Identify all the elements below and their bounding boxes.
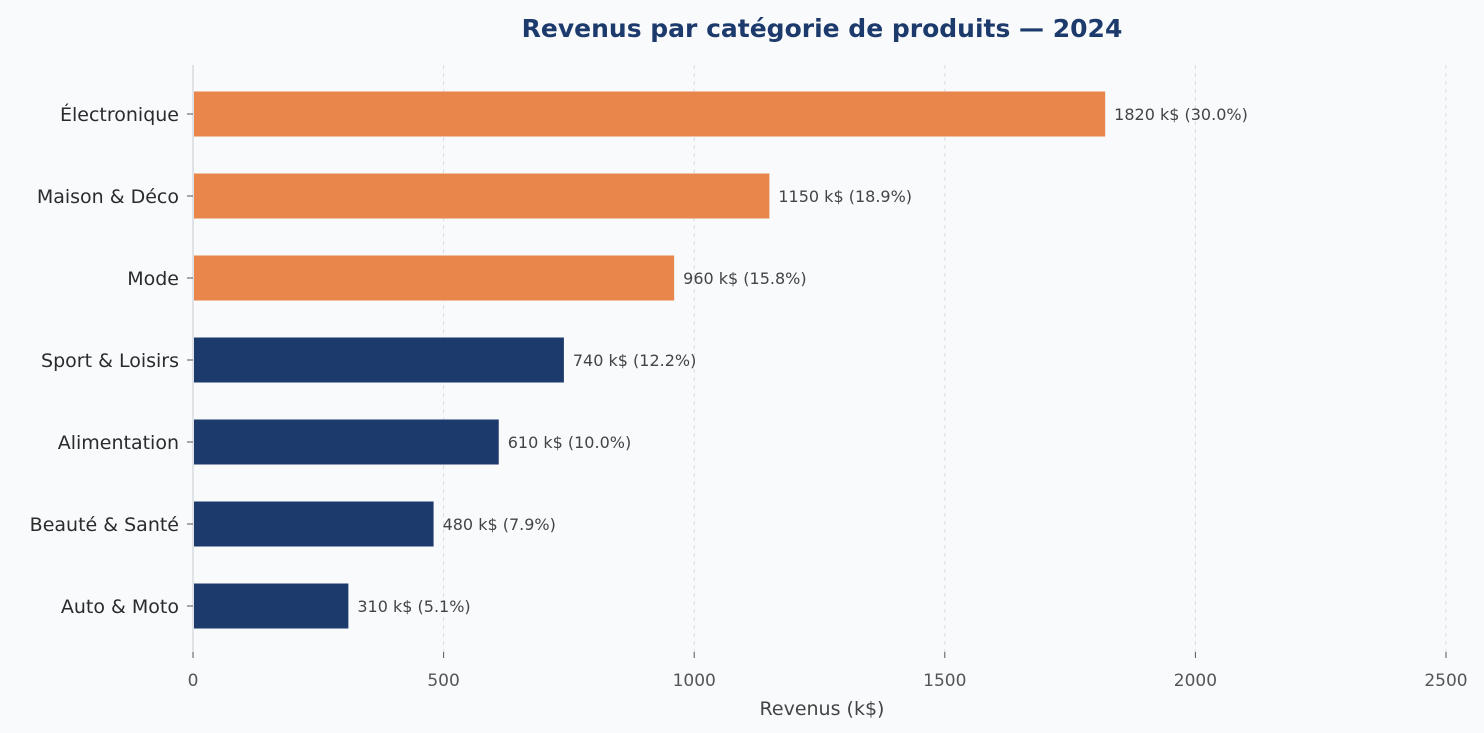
category-label: Auto & Moto <box>61 596 179 618</box>
category-label: Maison & Déco <box>37 186 179 208</box>
data-label: 1820 k$ (30.0%) <box>1114 105 1248 124</box>
category-label: Beauté & Santé <box>30 514 179 536</box>
x-tick-label: 2500 <box>1424 671 1467 691</box>
bar <box>194 337 564 383</box>
bars <box>194 91 1106 629</box>
bar <box>194 255 675 301</box>
data-label: 1150 k$ (18.9%) <box>778 187 912 206</box>
grid-lines <box>443 65 1447 652</box>
bar <box>194 583 349 629</box>
category-label: Sport & Loisirs <box>41 350 179 372</box>
data-label: 740 k$ (12.2%) <box>573 351 696 370</box>
bar <box>194 91 1106 137</box>
x-axis-title: Revenus (k$) <box>760 698 885 720</box>
data-label: 610 k$ (10.0%) <box>508 433 631 452</box>
bar <box>194 501 434 547</box>
x-tick-label: 2000 <box>1174 671 1217 691</box>
data-label: 960 k$ (15.8%) <box>683 269 806 288</box>
bar <box>194 419 499 465</box>
chart-title: Revenus par catégorie de produits — 2024 <box>522 14 1123 43</box>
x-tick-label: 1000 <box>673 671 716 691</box>
category-labels: Électronique Maison & Déco Mode Sport & Loi… <box>30 103 193 618</box>
x-tick-label: 500 <box>427 671 459 691</box>
data-label: 310 k$ (5.1%) <box>357 597 470 616</box>
category-label: Alimentation <box>58 432 179 454</box>
data-labels: 1820 k$ (30.0%) 1150 k$ (18.9%) 960 k$ (15… <box>357 105 1247 616</box>
bar <box>194 173 770 219</box>
x-tick-label: 1500 <box>923 671 966 691</box>
x-tick-labels: 0 500 1000 1500 2000 2500 <box>188 652 1468 691</box>
x-tick-label: 0 <box>188 671 199 691</box>
category-label: Électronique <box>60 103 179 126</box>
data-label: 480 k$ (7.9%) <box>443 515 556 534</box>
category-label: Mode <box>127 268 179 290</box>
